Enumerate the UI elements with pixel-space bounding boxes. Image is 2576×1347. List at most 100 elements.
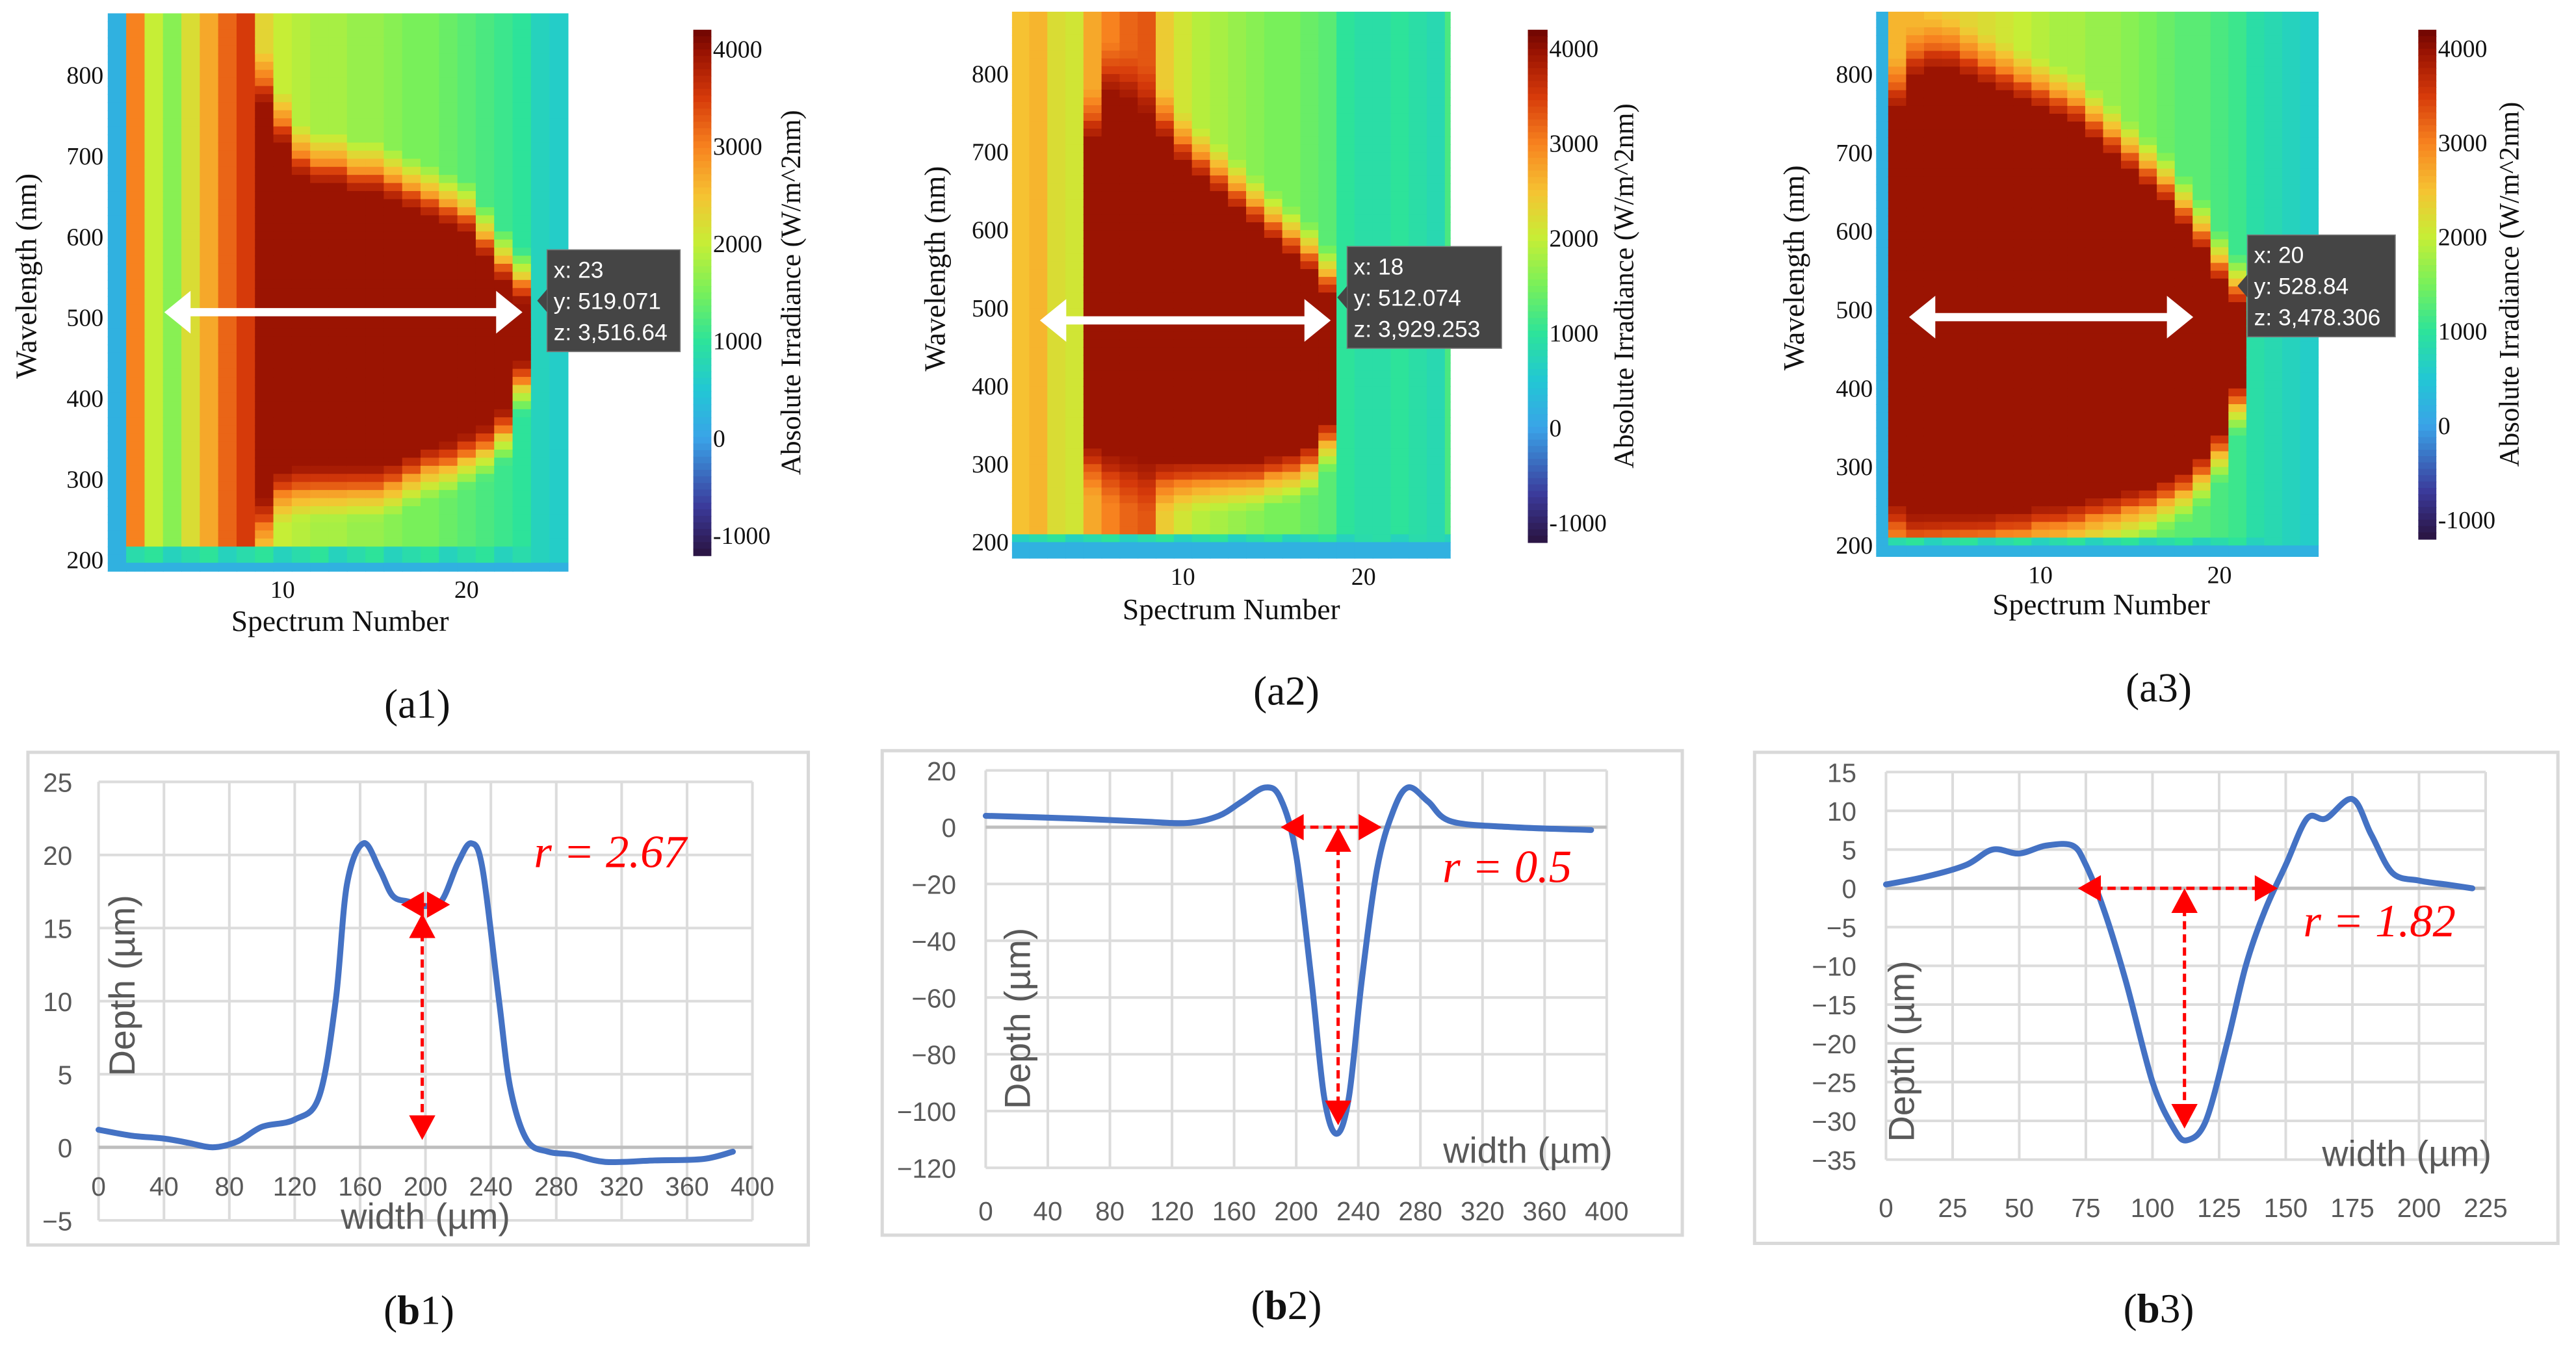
heatmap-cell (1409, 175, 1428, 185)
heatmap-cell (1444, 511, 1451, 520)
heatmap-cell (384, 255, 403, 264)
heatmap-cell (1173, 50, 1193, 59)
heatmap-cell (144, 272, 164, 281)
heatmap-cell (1942, 428, 1961, 437)
heatmap-cell (1409, 480, 1428, 489)
heatmap-cell (475, 94, 495, 103)
heatmap-cell (439, 150, 458, 160)
heatmap-cell (218, 102, 237, 111)
heatmap-cell (2157, 349, 2176, 358)
heatmap-cell (181, 37, 201, 47)
heatmap-cell (1390, 495, 1410, 504)
heatmap-cell (2031, 333, 2050, 342)
heatmap-cell (2121, 482, 2140, 491)
heatmap-cell (1942, 263, 1961, 272)
heatmap-cell (255, 368, 274, 378)
heatmap-cell (218, 320, 237, 329)
heatmap-cell (328, 546, 348, 556)
heatmap-cell (218, 126, 237, 136)
heatmap-cell (1047, 34, 1067, 44)
heatmap-cell (1876, 105, 1889, 115)
heatmap-cell (1372, 526, 1392, 535)
heatmap-cell (2085, 514, 2104, 523)
heatmap-cell (1977, 388, 1997, 397)
heatmap-cell (1923, 199, 1943, 209)
heatmap-cell (255, 457, 274, 467)
heatmap-cell (1444, 409, 1451, 418)
colorbar-segment (1528, 420, 1548, 428)
heatmap-cell (218, 433, 237, 443)
heatmap-cell (2139, 372, 2158, 381)
heatmap-cell (1210, 58, 1229, 67)
heatmap-cell (163, 21, 183, 31)
heatmap-cell (2067, 333, 2086, 342)
heatmap-cell (549, 110, 569, 120)
heatmap-cell (1029, 285, 1048, 294)
heatmap-cell (1876, 310, 1889, 319)
heatmap-cell (402, 320, 422, 329)
heatmap-cell (1119, 558, 1139, 559)
heatmap-cell (328, 563, 348, 572)
heatmap-cell (1354, 378, 1373, 387)
colorbar-segment (693, 101, 712, 110)
heatmap-cell (1888, 278, 1907, 287)
heatmap-cell (1210, 487, 1229, 496)
heatmap-cell (346, 53, 367, 63)
heatmap-cell (1390, 511, 1410, 520)
heatmap-cell (1876, 490, 1889, 499)
heatmap-cell (2031, 263, 2050, 272)
heatmap-cell (1372, 50, 1392, 59)
heatmap-cell (530, 29, 551, 38)
heatmap-cell (1282, 402, 1301, 411)
heatmap-cell (2067, 443, 2086, 452)
heatmap-cell (1173, 511, 1193, 520)
heatmap-cell (2157, 537, 2176, 546)
heatmap-cell (1427, 27, 1446, 36)
heatmap-cell (1083, 66, 1102, 75)
heatmap-cell (457, 328, 476, 337)
heatmap-cell (163, 118, 183, 127)
heatmap-cell (1390, 526, 1410, 535)
heatmap-cell (1029, 456, 1048, 465)
heatmap-cell (2031, 420, 2050, 429)
heatmap-cell (2031, 216, 2050, 225)
heatmap-cell (255, 546, 274, 556)
heatmap-cell (421, 77, 440, 87)
heatmap-cell (107, 134, 127, 144)
heatmap-cell (1264, 519, 1283, 528)
heatmap-cell (255, 118, 274, 127)
heatmap-cell (421, 441, 440, 450)
heatmap-cell (1138, 448, 1157, 457)
heatmap-cell (1101, 378, 1121, 387)
heatmap-cell (2049, 168, 2068, 177)
heatmap-cell (181, 522, 201, 532)
heatmap-cell (1888, 263, 1907, 272)
heatmap-cell (1210, 456, 1229, 465)
heatmap-cell (439, 37, 458, 47)
heatmap-cell (1996, 58, 2014, 68)
heatmap-cell (218, 546, 237, 556)
heatmap-cell (2157, 153, 2176, 162)
heatmap-cell (2121, 553, 2140, 558)
heatmap-cell (1372, 152, 1392, 161)
heatmap-cell (2031, 404, 2050, 413)
heatmap-cell (1119, 105, 1139, 114)
heatmap-cell (2013, 545, 2033, 554)
heatmap-cell (2067, 357, 2086, 366)
heatmap-cell (1906, 514, 1925, 523)
heatmap-cell (494, 417, 514, 426)
heatmap-cell (1876, 263, 1889, 272)
heatmap-cell (457, 392, 476, 402)
heatmap-cell (549, 465, 569, 475)
heatmap-cell (1156, 456, 1175, 465)
heatmap-cell (2103, 506, 2122, 515)
heatmap-cell (439, 296, 458, 305)
heatmap-cell (1996, 176, 2014, 185)
heatmap-cell (2013, 443, 2033, 452)
heatmap-cell (328, 239, 348, 249)
colorbar-segment (693, 430, 712, 438)
heatmap-cell (310, 490, 330, 499)
heatmap-cell (1138, 285, 1157, 294)
heatmap-cell (144, 481, 164, 491)
